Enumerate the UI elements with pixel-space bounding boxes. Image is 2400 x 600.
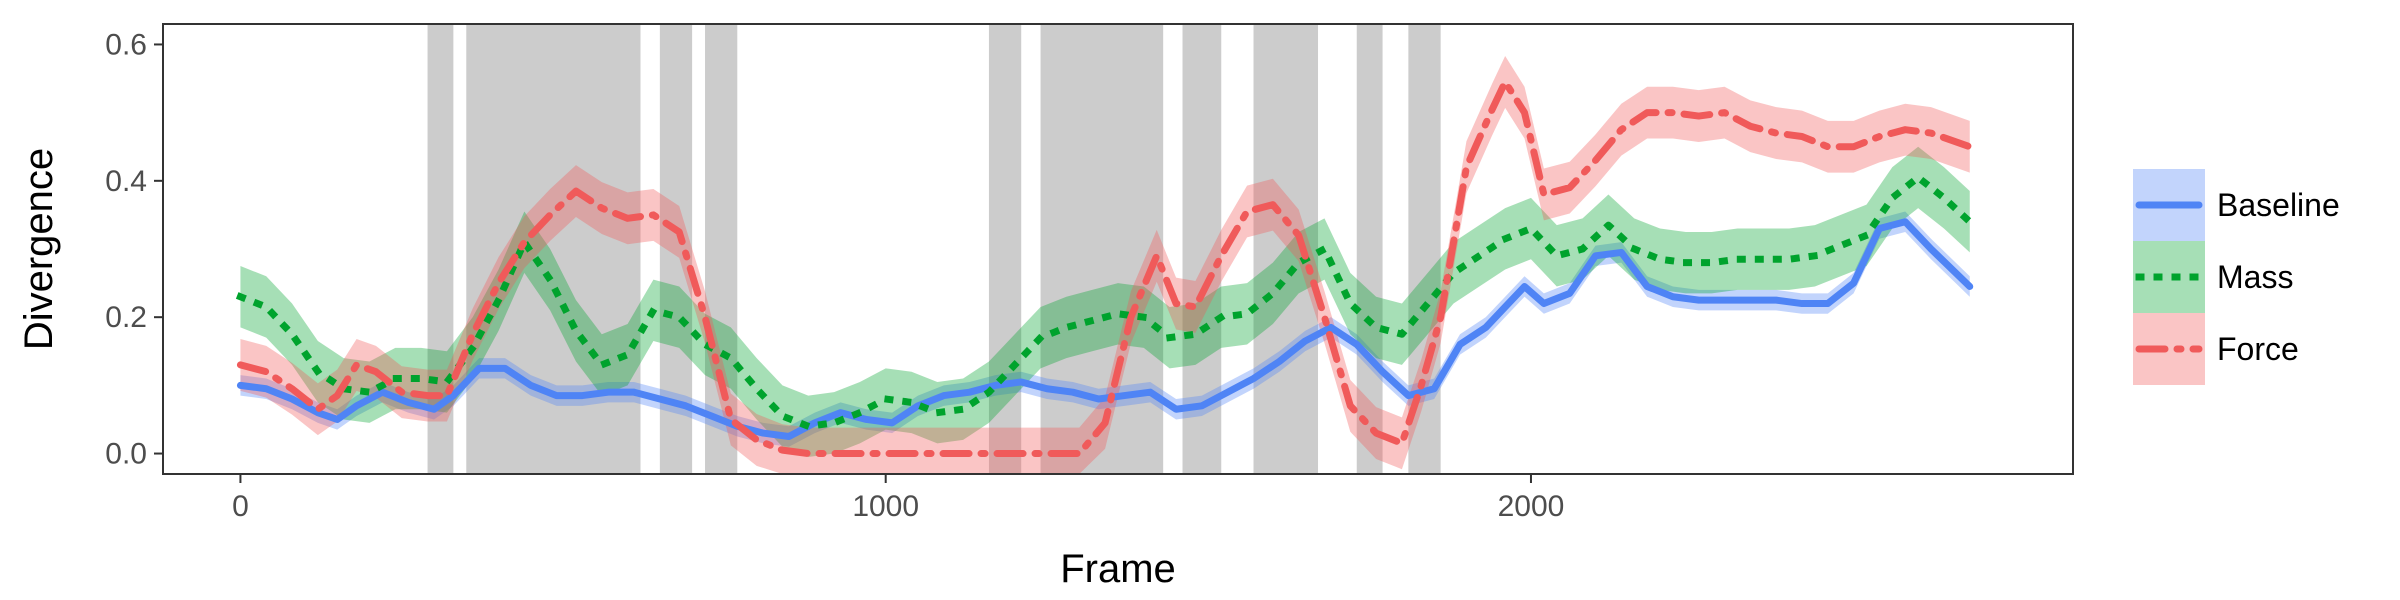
y-tick-label-0.6: 0.6	[105, 28, 147, 61]
legend-label-force: Force	[2217, 331, 2299, 367]
panel-border	[162, 23, 2074, 475]
shaded-interval-4	[705, 24, 738, 474]
shaded-interval-9	[1356, 24, 1383, 474]
shaded-interval-8	[1253, 24, 1319, 474]
shaded-interval-2	[466, 24, 641, 474]
line-mass	[235, 173, 1975, 430]
legend-label-baseline: Baseline	[2217, 187, 2340, 223]
axes: 0 1000 2000 0.0 0.2 0.4 0.6	[105, 28, 1564, 523]
x-tick-label-0: 0	[232, 490, 249, 523]
y-tick-label-0: 0.0	[105, 438, 147, 471]
shaded-interval-5	[988, 24, 1022, 474]
line-force	[236, 78, 1974, 458]
line-baseline	[236, 218, 1974, 440]
x-tick-label-2000: 2000	[1498, 490, 1565, 523]
legend: Baseline Mass Force	[2133, 169, 2340, 385]
x-tick-label-1000: 1000	[852, 490, 919, 523]
x-axis-title: Frame	[1060, 547, 1176, 591]
shaded-intervals	[427, 24, 1441, 474]
y-tick-label-0.4: 0.4	[105, 165, 147, 198]
y-tick-label-0.2: 0.2	[105, 301, 147, 334]
band-mass	[240, 146, 1970, 457]
series-lines	[235, 78, 1975, 458]
y-axis-title: Divergence	[17, 148, 61, 350]
legend-label-mass: Mass	[2217, 259, 2293, 295]
